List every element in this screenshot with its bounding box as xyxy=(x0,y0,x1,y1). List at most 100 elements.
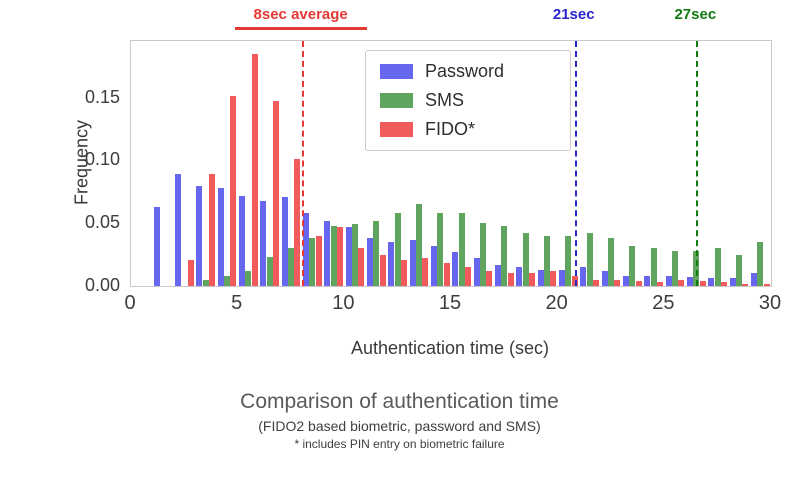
vline-27sec xyxy=(696,41,699,286)
vline-21sec xyxy=(574,41,577,286)
bar-password-16.5 xyxy=(473,258,480,286)
x-tick-20: 20 xyxy=(545,292,568,314)
chart-footnote: * includes PIN entry on biometric failur… xyxy=(294,437,505,451)
bar-password-9.5 xyxy=(324,220,331,286)
bar-password-28.5 xyxy=(729,278,736,286)
bar-sms-24.5 xyxy=(650,248,657,286)
caption: Comparison of authentication time (FIDO2… xyxy=(0,390,799,451)
chart-title: Comparison of authentication time xyxy=(240,390,559,413)
y-tick-0.00: 0.00 xyxy=(84,275,120,295)
legend-label-sms: SMS xyxy=(425,90,465,110)
bar-sms-23.5 xyxy=(629,245,636,286)
bar-password-21.5 xyxy=(580,267,587,286)
bar-password-11.5 xyxy=(366,238,373,286)
bar-password-7.5 xyxy=(281,196,288,286)
bar-password-2.5 xyxy=(174,174,181,286)
bar-password-22.5 xyxy=(601,270,608,286)
y-tick-0.05: 0.05 xyxy=(84,212,120,233)
bar-sms-12.5 xyxy=(394,213,401,286)
y-axis-label: Frequency xyxy=(71,119,92,206)
bar-sms-7.5 xyxy=(288,248,294,286)
bar-fido-10.5 xyxy=(358,248,365,286)
bar-password-24.5 xyxy=(644,275,651,286)
bar-fido-3.5 xyxy=(209,174,216,286)
legend-item-sms: SMS xyxy=(380,90,556,111)
bar-password-18.5 xyxy=(516,267,523,286)
legend-label-password: Password xyxy=(425,61,505,81)
annotation-label-1: 21sec xyxy=(552,6,595,23)
bar-password-17.5 xyxy=(494,264,501,286)
bar-password-23.5 xyxy=(622,275,629,286)
legend: Password SMS FIDO* xyxy=(365,50,571,151)
bar-sms-5.5 xyxy=(245,270,252,286)
annotation-label-0: 8sec average xyxy=(253,6,348,23)
x-axis-label: Authentication time (sec) xyxy=(350,338,550,358)
bar-sms-16.5 xyxy=(480,223,486,286)
bar-password-26.5 xyxy=(686,277,693,286)
bar-fido-23.5 xyxy=(635,280,642,286)
bar-password-12.5 xyxy=(388,242,395,286)
annotation-label-2: 27sec xyxy=(674,6,717,23)
bar-fido-16.5 xyxy=(486,270,493,286)
bar-sms-3.5 xyxy=(202,279,209,286)
bar-fido-5.5 xyxy=(251,53,258,286)
bar-fido-13.5 xyxy=(422,258,429,286)
bar-sms-10.5 xyxy=(352,224,358,286)
bar-password-15.5 xyxy=(452,252,459,286)
bar-fido-26.5 xyxy=(699,280,706,286)
x-tick-30: 30 xyxy=(758,292,782,314)
bar-sms-21.5 xyxy=(586,233,593,286)
bar-sms-13.5 xyxy=(416,204,422,286)
bar-fido-17.5 xyxy=(507,273,514,286)
bar-fido-21.5 xyxy=(593,279,600,286)
bar-password-19.5 xyxy=(537,269,544,286)
bar-password-8.5 xyxy=(302,213,309,286)
password-swatch xyxy=(380,64,413,79)
bar-fido-18.5 xyxy=(529,273,536,286)
y-tick-0.10: 0.10 xyxy=(84,149,120,170)
x-tick-25: 25 xyxy=(652,292,675,314)
bar-password-5.5 xyxy=(238,195,245,286)
bar-fido-24.5 xyxy=(657,282,664,286)
bar-sms-27.5 xyxy=(714,248,721,286)
bar-fido-12.5 xyxy=(401,259,408,286)
x-tick-10: 10 xyxy=(332,292,355,314)
bar-password-10.5 xyxy=(345,226,352,286)
bar-password-20.5 xyxy=(558,269,565,286)
bar-sms-29.5 xyxy=(757,242,764,286)
y-tick-0.15: 0.15 xyxy=(84,86,120,107)
bar-sms-9.5 xyxy=(330,225,337,286)
bar-fido-4.5 xyxy=(230,96,237,286)
x-tick-5: 5 xyxy=(231,292,243,314)
bar-sms-28.5 xyxy=(736,254,742,286)
vline-8sec-average xyxy=(301,41,304,286)
bar-fido-11.5 xyxy=(379,254,386,286)
bar-fido-29.5 xyxy=(763,283,770,286)
bar-sms-20.5 xyxy=(565,235,572,286)
bar-fido-28.5 xyxy=(742,283,749,286)
bar-password-29.5 xyxy=(750,273,757,286)
bar-sms-17.5 xyxy=(501,225,508,286)
sms-swatch xyxy=(380,93,413,108)
bar-password-27.5 xyxy=(708,278,715,286)
bar-fido-6.5 xyxy=(273,101,280,286)
bar-password-4.5 xyxy=(217,188,224,286)
bar-sms-11.5 xyxy=(373,220,380,286)
bar-fido-25.5 xyxy=(678,279,685,286)
bar-password-3.5 xyxy=(196,185,203,286)
x-tick-15: 15 xyxy=(438,292,462,314)
legend-label-fido: FIDO* xyxy=(425,119,476,139)
bar-sms-22.5 xyxy=(608,238,614,286)
bar-sms-15.5 xyxy=(458,213,465,286)
bar-sms-4.5 xyxy=(224,275,230,286)
bar-sms-19.5 xyxy=(544,235,550,286)
x-tick-0: 0 xyxy=(124,292,136,314)
bar-sms-6.5 xyxy=(266,257,273,286)
bar-fido-15.5 xyxy=(465,267,472,286)
annotation-underline-0 xyxy=(234,27,367,30)
legend-item-password: Password xyxy=(380,61,556,82)
bar-fido-14.5 xyxy=(443,263,450,286)
bar-fido-27.5 xyxy=(721,282,728,286)
bar-fido-8.5 xyxy=(315,235,322,286)
